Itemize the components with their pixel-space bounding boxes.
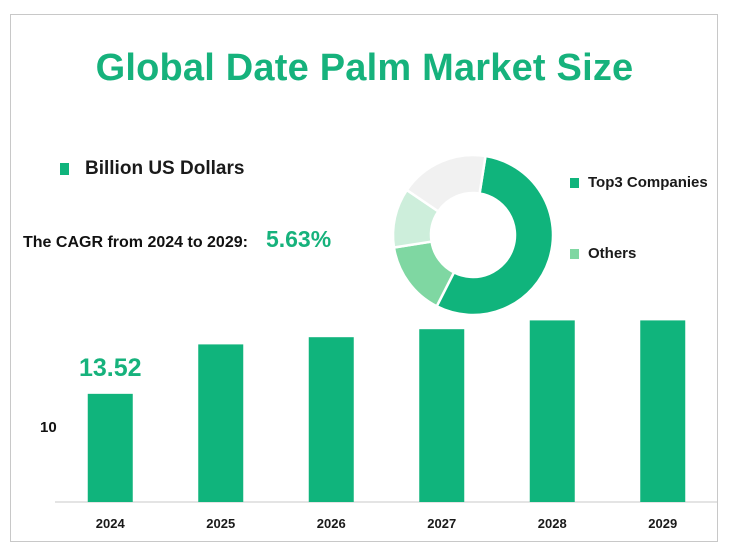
x-tick-label-2028: 2028 [538,516,567,531]
bar-2027 [419,329,465,502]
chart-title: Global Date Palm Market Size [95,47,634,89]
pie-legend-label-others: Others [588,245,637,262]
pie-legend-swatch-top3 [570,177,579,188]
x-tick-label-2027: 2027 [427,516,456,531]
bar-2026 [308,337,354,502]
unit-legend: Billion US Dollars [60,158,244,180]
bar-2029 [640,320,686,502]
bar-2028 [529,320,575,502]
bar-2024 [87,393,133,502]
data-label-2024: 13.52 [79,354,142,382]
y-tick-label: 10 [40,419,57,436]
bar-2025 [198,344,244,502]
x-tick-label-2024: 2024 [96,516,126,531]
cagr-label: The CAGR from 2024 to 2029: [23,234,248,251]
pie-legend-swatch-others [570,248,579,259]
pie-legend-item-top3: Top3 Companies [570,174,708,191]
x-tick-label-2029: 2029 [648,516,677,531]
cagr-callout: The CAGR from 2024 to 2029: 5.63% [23,226,331,253]
x-tick-label-2026: 2026 [317,516,346,531]
unit-legend-label: Billion US Dollars [85,158,245,179]
cagr-value: 5.63% [265,226,332,252]
x-tick-label-2025: 2025 [206,516,235,531]
donut-slice-0 [434,154,555,317]
pie-legend-label-top3: Top3 Companies [588,174,708,191]
donut-slice-3 [405,153,487,214]
unit-legend-swatch [60,163,69,175]
donut-chart [391,153,555,317]
pie-legend-item-others: Others [570,245,636,262]
